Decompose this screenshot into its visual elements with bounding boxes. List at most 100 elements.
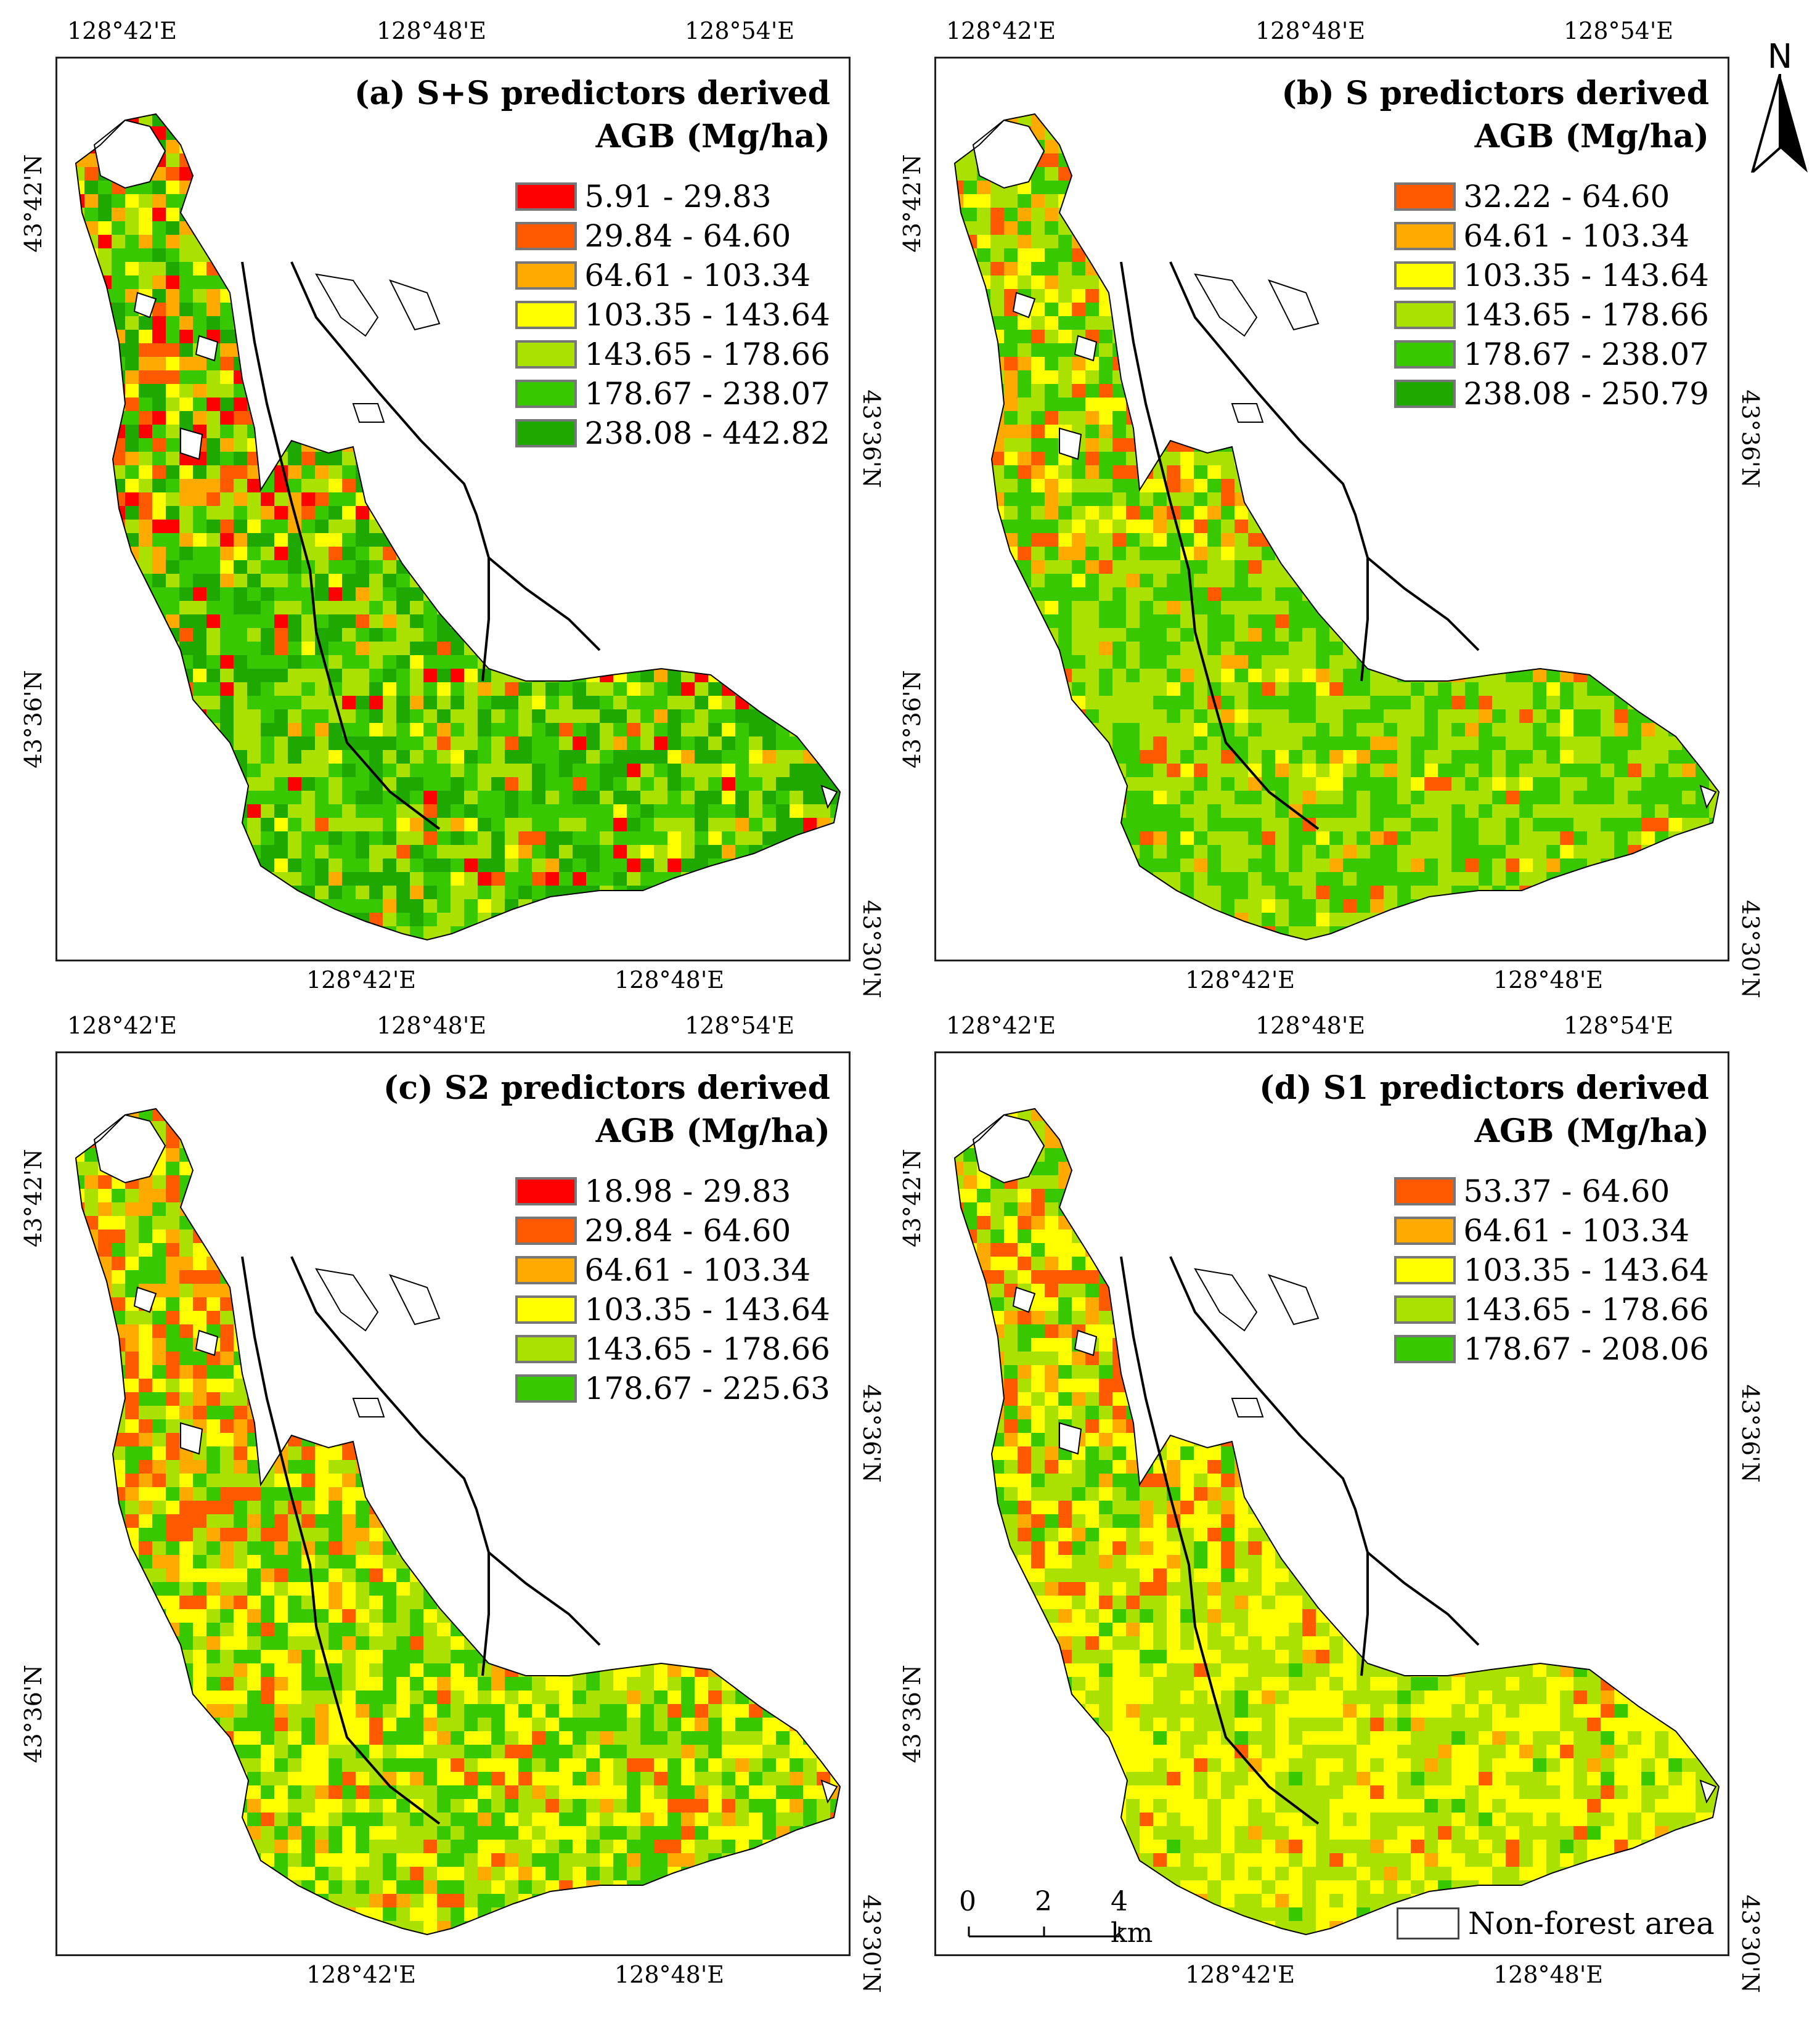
- legend-swatch: [1394, 222, 1456, 250]
- legend-label: 143.65 - 178.66: [1463, 1292, 1709, 1328]
- legend-item: 29.84 - 64.60: [515, 216, 830, 256]
- map-panel-a: (a) S+S predictors derived AGB (Mg/ha) 5.9…: [55, 57, 851, 961]
- non-forest-label: Non-forest area: [1468, 1906, 1715, 1941]
- stream-line: [1366, 1551, 1480, 1646]
- north-arrow-icon: [1750, 73, 1808, 177]
- tick-label-top: 128°54'E: [1563, 17, 1674, 44]
- legend-swatch: [515, 261, 577, 290]
- non-forest-patch: [389, 1274, 441, 1326]
- map-frame-b: (b) S predictors derived AGB (Mg/ha) 32.22…: [934, 57, 1729, 961]
- agb-map-c: [75, 1107, 841, 1936]
- panel-title-line1: (a) S+S predictors derived: [354, 75, 830, 112]
- panel-title-line2: AGB (Mg/ha): [595, 1112, 830, 1150]
- legend-swatch: [515, 340, 577, 369]
- non-forest-patch: [1194, 1268, 1258, 1332]
- legend-swatch: [1394, 1177, 1456, 1205]
- scale-label-4: 4 km: [1111, 1886, 1153, 1949]
- map-panel-c: (c) S2 predictors derived AGB (Mg/ha) 18.9…: [55, 1051, 851, 1956]
- tick-label-left: 43°36'N: [20, 670, 47, 769]
- map-panel-b: (b) S predictors derived AGB (Mg/ha) 32.22…: [934, 57, 1729, 961]
- map-panel-d: (d) S1 predictors derived AGB (Mg/ha) 53.3…: [934, 1051, 1729, 1956]
- legend-swatch: [515, 301, 577, 329]
- stream-line: [241, 1256, 441, 1825]
- legend-item: 178.67 - 238.07: [1394, 335, 1709, 374]
- stream-line: [290, 261, 490, 682]
- tick-label-left: 43°36'N: [899, 1665, 926, 1763]
- legend-item: 143.65 - 178.66: [515, 335, 830, 374]
- non-forest-patch: [315, 273, 379, 337]
- tick-label-bottom: 128°48'E: [1493, 966, 1604, 993]
- legend-item: 178.67 - 208.06: [1394, 1329, 1709, 1369]
- tick-label-right: 43°30'N: [858, 900, 885, 998]
- watershed-boundary: [953, 113, 1720, 941]
- legend-item: 64.61 - 103.34: [1394, 1211, 1709, 1250]
- non-forest-patch: [352, 403, 385, 423]
- legend-item: 103.35 - 143.64: [515, 1290, 830, 1329]
- panel-title-line1: (d) S1 predictors derived: [1259, 1069, 1709, 1107]
- legend-swatch: [1394, 1295, 1456, 1324]
- stream-line: [1169, 261, 1369, 682]
- tick-label-top: 128°48'E: [1255, 17, 1366, 44]
- legend-item: 103.35 - 143.64: [515, 295, 830, 335]
- legend-label: 103.35 - 143.64: [1463, 1252, 1709, 1288]
- tick-label-right: 43°36'N: [1737, 1384, 1764, 1483]
- map-frame-a: (a) S+S predictors derived AGB (Mg/ha) 5.9…: [55, 57, 851, 961]
- non-forest-patch: [972, 119, 1045, 189]
- legend-item: 64.61 - 103.34: [515, 1250, 830, 1290]
- panel-title-line2: AGB (Mg/ha): [1474, 1112, 1709, 1150]
- panel-title-a: (a) S+S predictors derived AGB (Mg/ha): [354, 72, 830, 158]
- non-forest-patch: [133, 1286, 157, 1313]
- panel-title-d: (d) S1 predictors derived AGB (Mg/ha): [1259, 1067, 1709, 1153]
- non-forest-patch: [972, 1114, 1045, 1184]
- tick-label-left: 43°36'N: [899, 670, 926, 769]
- non-forest-patch: [1059, 1422, 1082, 1455]
- tick-label-right: 43°30'N: [1737, 900, 1764, 998]
- legend-item: 178.67 - 238.07: [515, 374, 830, 414]
- legend-swatch: [1394, 261, 1456, 290]
- tick-label-bottom: 128°48'E: [614, 1961, 725, 1988]
- tick-label-bottom: 128°42'E: [1185, 1961, 1296, 1988]
- stream-line: [1366, 557, 1480, 651]
- non-forest-patch: [1074, 1329, 1098, 1356]
- tick-label-left: 43°36'N: [20, 1665, 47, 1763]
- stream-line: [1120, 261, 1320, 830]
- non-forest-patch: [352, 1398, 385, 1417]
- legend-a: 5.91 - 29.83 29.84 - 64.60 64.61 - 103.34 1…: [515, 177, 830, 453]
- agb-map-d: [953, 1107, 1720, 1936]
- non-forest-patch: [1268, 1274, 1320, 1326]
- legend-label: 64.61 - 103.34: [584, 1252, 811, 1288]
- legend-item: 238.08 - 250.79: [1394, 374, 1709, 414]
- panel-title-line2: AGB (Mg/ha): [595, 118, 830, 155]
- tick-label-left: 43°42'N: [899, 154, 926, 253]
- non-forest-patch: [133, 292, 157, 319]
- legend-item: 238.08 - 442.82: [515, 414, 830, 453]
- non-forest-patch: [1012, 292, 1036, 319]
- legend-item: 64.61 - 103.34: [1394, 216, 1709, 256]
- tick-label-right: 43°36'N: [858, 1384, 885, 1483]
- map-frame-d: (d) S1 predictors derived AGB (Mg/ha) 53.3…: [934, 1051, 1729, 1956]
- non-forest-patch: [93, 1114, 166, 1184]
- tick-label-right: 43°30'N: [858, 1894, 885, 1993]
- legend-label: 143.65 - 178.66: [584, 336, 830, 372]
- legend-swatch: [1394, 301, 1456, 329]
- legend-label: 238.08 - 250.79: [1463, 376, 1709, 412]
- legend-swatch: [1394, 1217, 1456, 1245]
- legend-item: 143.65 - 178.66: [1394, 1290, 1709, 1329]
- legend-item: 18.98 - 29.83: [515, 1172, 830, 1211]
- tick-label-bottom: 128°48'E: [614, 966, 725, 993]
- legend-swatch: [515, 1295, 577, 1324]
- tick-label-top: 128°42'E: [945, 1012, 1056, 1039]
- non-forest-patch: [180, 427, 203, 460]
- non-forest-patch: [195, 335, 219, 362]
- tick-label-bottom: 128°42'E: [306, 1961, 417, 1988]
- non-forest-patch: [820, 785, 838, 809]
- legend-item: 5.91 - 29.83: [515, 177, 830, 216]
- legend-label: 103.35 - 143.64: [584, 297, 830, 333]
- watershed-boundary: [953, 1107, 1720, 1936]
- scale-bar: 0 2 4 km: [959, 1886, 1153, 1949]
- tick-label-right: 43°36'N: [858, 389, 885, 488]
- legend-swatch: [515, 222, 577, 250]
- panel-title-b: (b) S predictors derived AGB (Mg/ha): [1281, 72, 1709, 158]
- scale-bar-line: [968, 1927, 1120, 1938]
- legend-swatch: [515, 419, 577, 447]
